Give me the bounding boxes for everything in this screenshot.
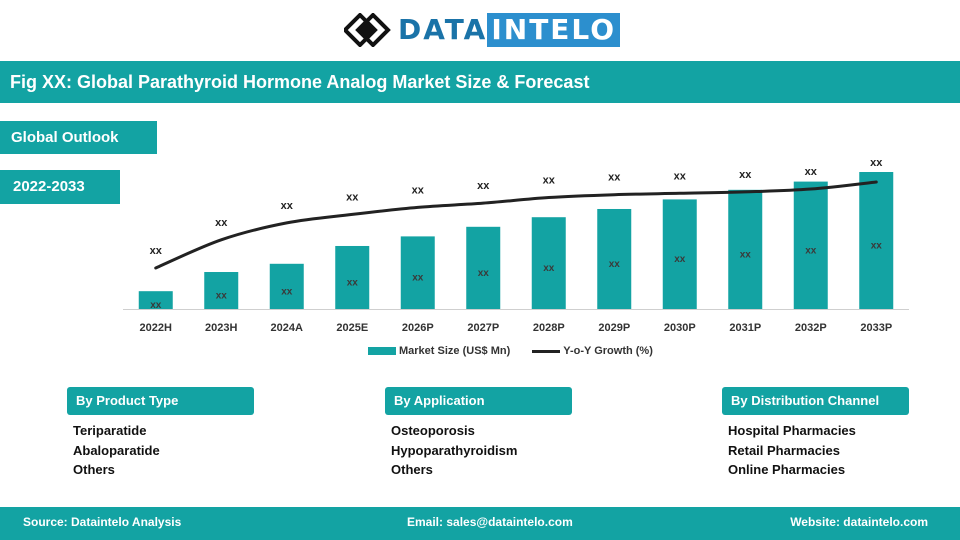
footer: Source: Dataintelo Analysis Email: sales… <box>0 507 960 540</box>
x-tick-label: 2030P <box>664 322 696 334</box>
x-tick-label: 2022H <box>140 322 172 334</box>
x-tick-label: 2031P <box>729 322 761 334</box>
segment-distribution-header: By Distribution Channel <box>722 387 909 415</box>
line-data-label: xx <box>215 217 228 229</box>
x-tick-label: 2024A <box>271 322 303 334</box>
list-item: Abaloparatide <box>73 442 160 458</box>
x-tick-label: 2033P <box>860 322 892 334</box>
global-outlook-tag: Global Outlook <box>0 121 157 154</box>
legend-line-swatch <box>532 349 561 353</box>
bar-data-label: xx <box>674 254 686 265</box>
bar-data-label: xx <box>609 259 621 270</box>
x-tick-label: 2029P <box>598 322 630 334</box>
footer-source: Source: Dataintelo Analysis <box>23 515 182 529</box>
x-tick-label: 2027P <box>467 322 499 334</box>
line-data-label: xx <box>870 157 883 169</box>
bar <box>531 217 566 309</box>
bar-data-label: xx <box>871 241 883 252</box>
bar <box>597 208 632 309</box>
logo-text-data: DATA <box>398 13 488 46</box>
bar-data-label: xx <box>412 273 424 284</box>
bar <box>466 226 501 309</box>
logo: DATA INTELO <box>344 12 621 48</box>
list-item: Osteoporosis <box>391 423 475 438</box>
bar <box>335 245 370 309</box>
segment-distribution-list: Hospital Pharmacies Retail Pharmacies On… <box>728 421 856 480</box>
x-tick-label: 2023H <box>205 322 237 334</box>
bar-data-label: xx <box>740 249 752 260</box>
bar-data-label: xx <box>216 291 228 302</box>
year-range-tag: 2022-2033 <box>0 170 120 204</box>
line-data-label: xx <box>281 200 294 212</box>
bar-data-label: xx <box>805 245 817 256</box>
figure-title: Fig XX: Global Parathyroid Hormone Analo… <box>0 61 960 103</box>
line-data-label: xx <box>150 245 163 257</box>
bar <box>662 199 697 309</box>
list-item: Others <box>391 462 433 477</box>
bar <box>400 236 435 309</box>
bar <box>728 189 763 309</box>
list-item: Online Pharmacies <box>728 462 846 477</box>
segment-application-header: By Application <box>385 387 572 415</box>
legend-line-label: Y-o-Y Growth (%) <box>563 345 653 357</box>
segment-product-type-list: Teriparatide Abaloparatide Others <box>73 421 160 480</box>
bar <box>793 181 828 309</box>
bar <box>269 263 304 309</box>
logo-mark-icon <box>344 13 391 47</box>
x-tick-label: 2028P <box>533 322 565 334</box>
bar-data-label: xx <box>150 300 162 311</box>
bar-data-label: xx <box>281 286 293 297</box>
x-tick-label: 2032P <box>795 322 827 334</box>
list-item: Hospital Pharmacies <box>728 423 856 438</box>
line-data-label: xx <box>477 180 490 192</box>
list-item: Hypoparathyroidism <box>391 442 518 458</box>
line-data-label: xx <box>608 172 621 184</box>
bar-data-label: xx <box>543 263 555 274</box>
line-data-label: xx <box>674 170 687 182</box>
line-data-label: xx <box>412 184 425 196</box>
list-item: Retail Pharmacies <box>728 442 841 458</box>
line-data-label: xx <box>346 191 359 203</box>
bar <box>204 272 239 309</box>
growth-line <box>154 180 878 270</box>
bar-data-label: xx <box>347 277 359 288</box>
bar <box>859 172 894 309</box>
segment-product-type-header: By Product Type <box>67 387 254 415</box>
legend-bar-label: Market Size (US$ Mn) <box>399 345 511 357</box>
x-tick-label: 2026P <box>402 322 434 334</box>
list-item: Teriparatide <box>73 423 147 438</box>
bar <box>138 291 173 309</box>
line-data-label: xx <box>805 166 818 178</box>
x-tick-label: 2025E <box>336 322 368 334</box>
logo-text-intelo: INTELO <box>487 13 621 47</box>
line-data-label: xx <box>739 169 752 181</box>
footer-email[interactable]: Email: sales@dataintelo.com <box>407 515 573 529</box>
chart-legend: Market Size (US$ Mn) Y-o-Y Growth (%) <box>368 345 653 357</box>
line-data-label: xx <box>543 175 556 187</box>
footer-website[interactable]: Website: dataintelo.com <box>790 515 928 529</box>
bar-data-label: xx <box>478 268 490 279</box>
list-item: Others <box>73 462 115 477</box>
legend-bar-swatch <box>368 347 396 355</box>
segment-application-list: Osteoporosis Hypoparathyroidism Others <box>391 421 517 480</box>
